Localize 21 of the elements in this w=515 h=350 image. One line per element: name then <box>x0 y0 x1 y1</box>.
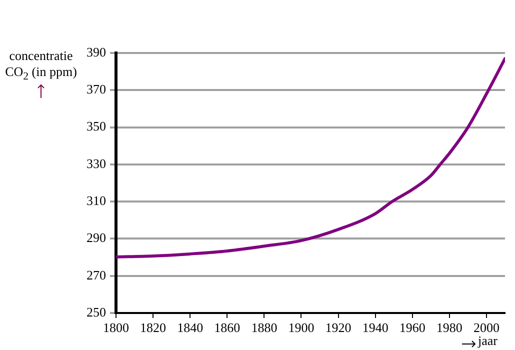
y-tick-label: 390 <box>86 44 106 60</box>
x-tick-label: 1940 <box>362 320 388 336</box>
x-tick-label: 2000 <box>473 320 500 336</box>
y-tick-label: 310 <box>86 192 106 208</box>
x-tick-label: 1880 <box>251 320 278 336</box>
y-tick-label: 290 <box>86 230 106 246</box>
x-tick-label: 1960 <box>399 320 426 336</box>
x-tick-label: 1860 <box>214 320 240 336</box>
x-axis-title: jaar <box>478 333 498 349</box>
y-tick-label: 370 <box>86 82 106 97</box>
y-tick-label: 250 <box>86 304 106 320</box>
y-tick-label: 270 <box>86 267 106 282</box>
x-tick-label: 1980 <box>436 320 462 336</box>
y-tick-label: 350 <box>86 118 106 134</box>
y-tick-label: 330 <box>86 156 106 171</box>
x-tick-label: 1800 <box>103 320 129 336</box>
x-tick-label: 1920 <box>325 320 352 336</box>
y-axis-title: concentratie CO$_{2}$ (in ppm) <box>4 48 78 85</box>
x-tick-label: 1900 <box>288 320 314 336</box>
x-tick-label: 1840 <box>177 320 204 336</box>
x-tick-label: 1820 <box>140 320 166 336</box>
